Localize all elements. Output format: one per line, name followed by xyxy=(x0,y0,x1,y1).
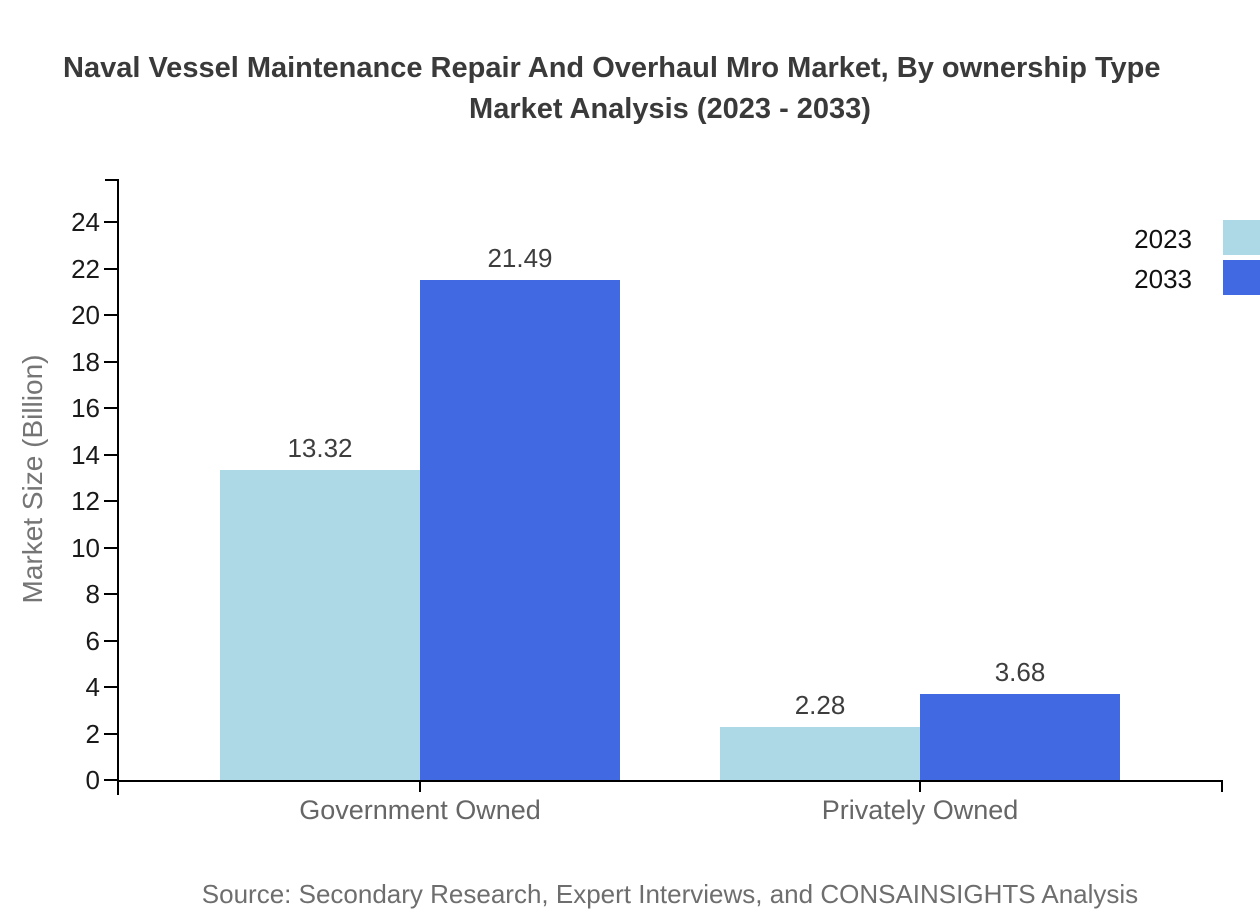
bar-2033-government-owned[interactable] xyxy=(420,280,620,780)
y-tick-label: 14 xyxy=(71,439,100,470)
y-tick-label: 18 xyxy=(71,346,100,377)
value-label-2023-government-owned: 13.32 xyxy=(287,433,353,464)
y-tick-mark xyxy=(104,314,117,316)
y-tick-mark xyxy=(104,686,117,688)
y-tick-label: 16 xyxy=(71,393,100,423)
y-tick-mark xyxy=(104,732,117,735)
y-tick-mark xyxy=(104,221,117,223)
y-tick-label: 6 xyxy=(85,625,100,656)
y-tick-label: 12 xyxy=(71,486,100,516)
chart-title-line2: Market Analysis (2023 - 2033) xyxy=(469,93,871,125)
y-tick-mark xyxy=(104,593,117,595)
bar-2023-privately-owned[interactable] xyxy=(720,726,920,780)
y-tick-mark xyxy=(104,267,117,270)
category-label-privately-owned: Privately Owned xyxy=(821,795,1019,825)
x-tick-mark xyxy=(919,780,921,792)
y-tick-mark xyxy=(104,407,117,409)
bar-2033-privately-owned[interactable] xyxy=(920,694,1120,780)
y-tick-label: 2 xyxy=(85,718,100,749)
y-tick-mark xyxy=(104,500,117,502)
y-tick-label: 22 xyxy=(71,253,100,284)
y-tick-mark xyxy=(104,453,117,456)
value-label-2033-government-owned: 21.49 xyxy=(487,243,553,274)
value-label-2033-privately-owned: 3.68 xyxy=(994,657,1046,688)
category-label-government-owned: Government Owned xyxy=(299,795,541,825)
legend-label-2033[interactable]: 2033 xyxy=(1134,264,1192,294)
legend-swatch-2023[interactable] xyxy=(1223,220,1260,255)
legend-label-2023[interactable]: 2023 xyxy=(1134,224,1192,254)
chart-title-line1: Naval Vessel Maintenance Repair And Over… xyxy=(63,52,1161,84)
y-tick-mark xyxy=(104,360,117,363)
x-axis-end-cap xyxy=(1221,780,1223,792)
y-tick-mark xyxy=(104,546,117,549)
y-tick-label: 0 xyxy=(85,765,100,795)
x-axis-line xyxy=(117,780,1223,782)
y-tick-label: 8 xyxy=(85,579,100,609)
legend-swatch-2033[interactable] xyxy=(1223,260,1260,295)
y-tick-label: 20 xyxy=(71,300,100,330)
y-tick-label: 4 xyxy=(85,672,100,702)
x-tick-mark xyxy=(419,780,421,792)
y-tick-label: 24 xyxy=(71,207,100,237)
bar-2023-government-owned[interactable] xyxy=(220,470,420,780)
y-tick-mark xyxy=(104,639,117,642)
y-axis-end-cap xyxy=(105,179,117,181)
y-tick-label: 10 xyxy=(71,532,100,563)
y-tick-mark xyxy=(104,779,117,781)
source-note: Source: Secondary Research, Expert Inter… xyxy=(201,879,1139,909)
value-label-2023-privately-owned: 2.28 xyxy=(794,689,846,720)
y-axis-line xyxy=(117,179,119,795)
